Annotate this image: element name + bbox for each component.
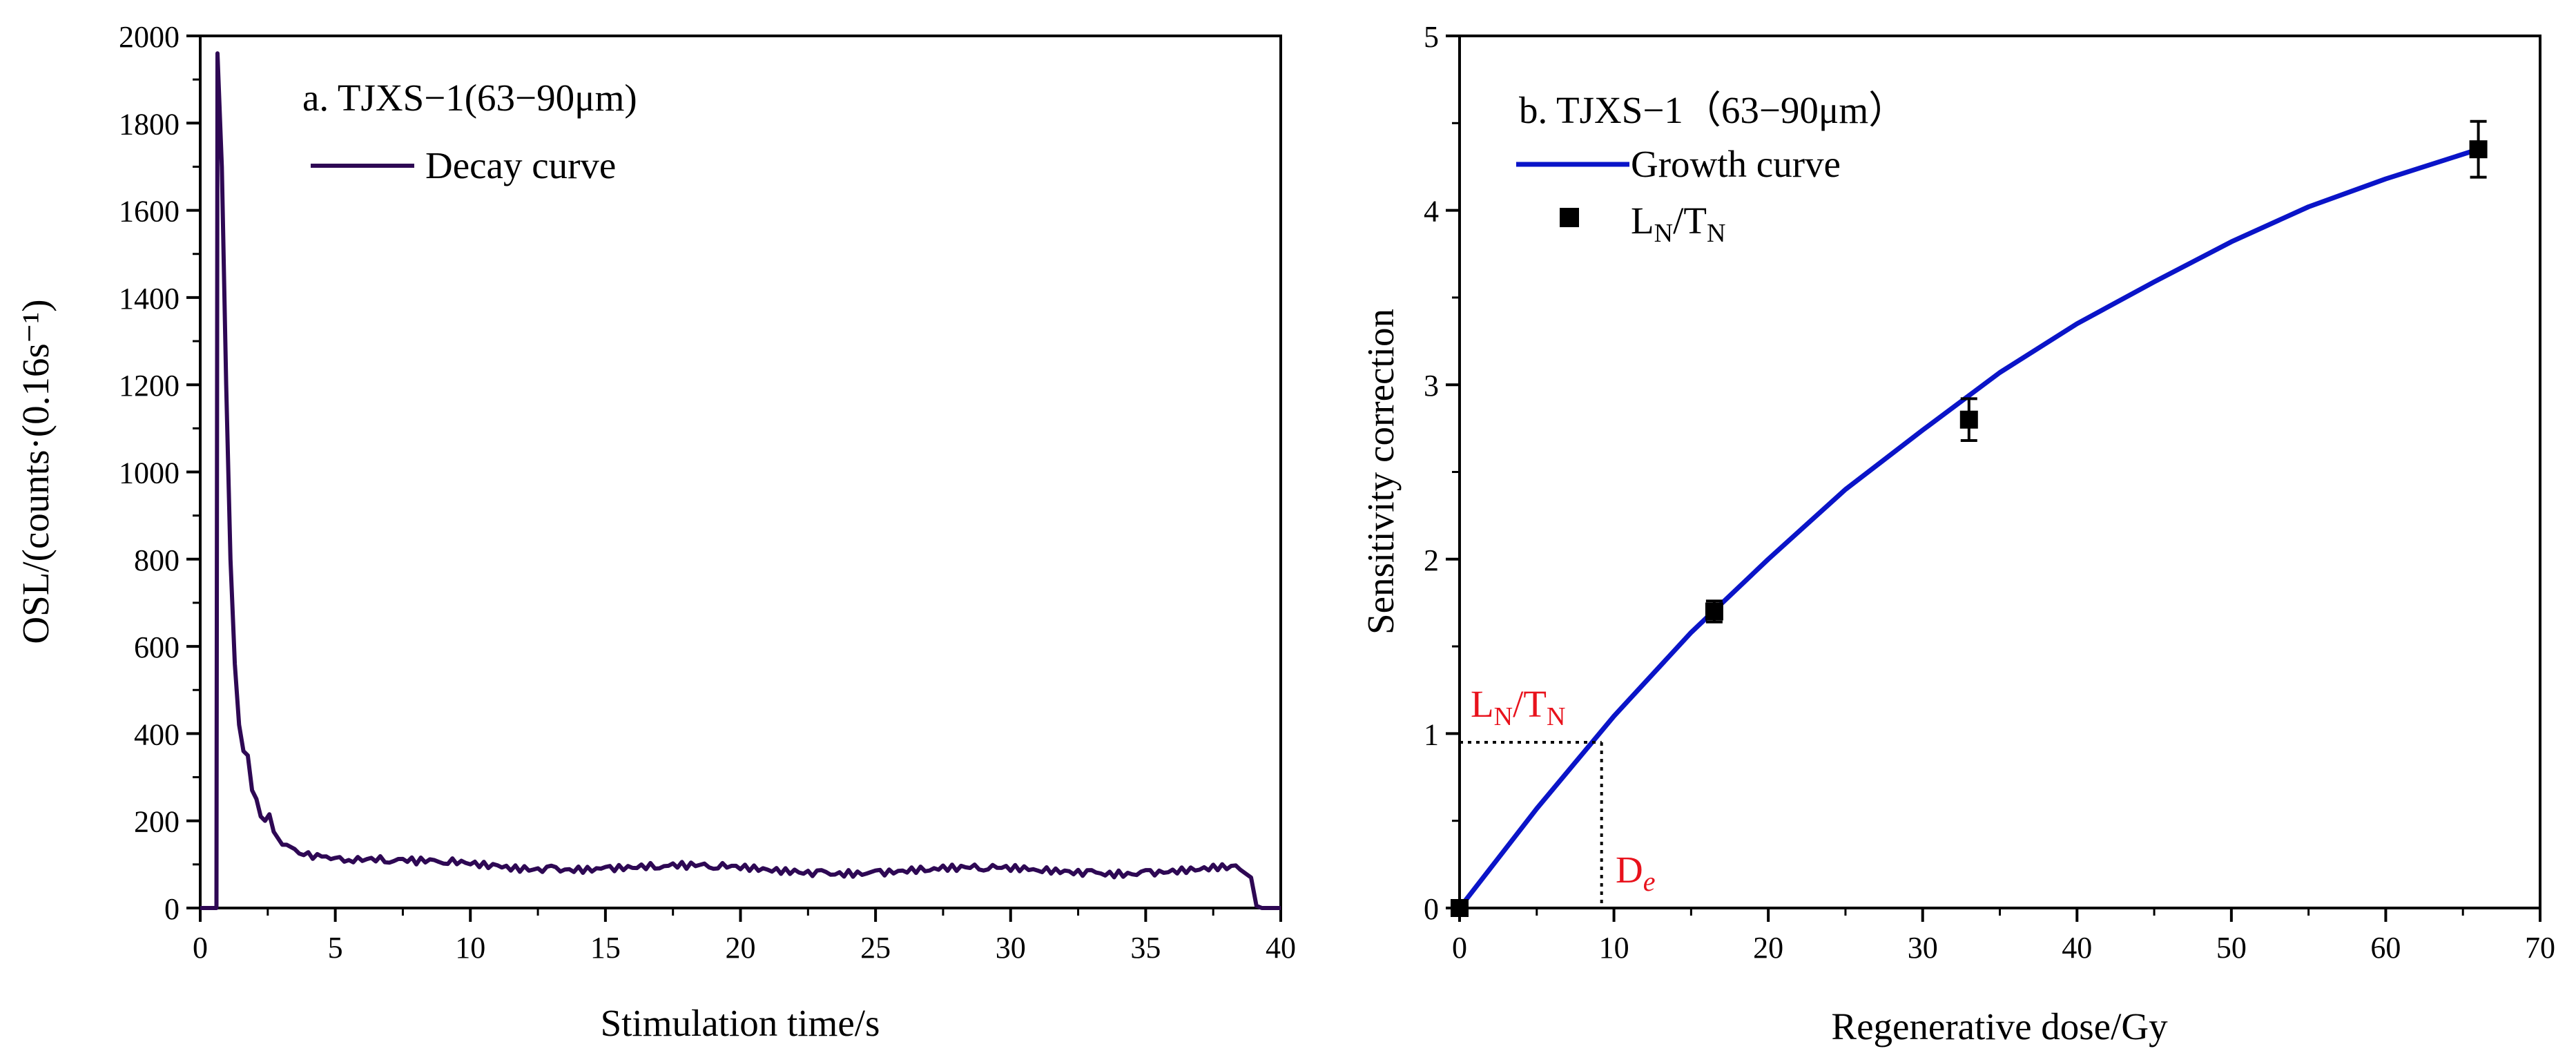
panel-a-x-tick-label: 0 [193, 931, 208, 965]
panel-b-y-axis-label: Sensitivity correction [1359, 309, 1402, 635]
panel-b-x-tick-label: 70 [2525, 931, 2555, 965]
panel-a-x-tick-label: 5 [328, 931, 343, 965]
ln-tn-annotation-sub1: N [1494, 702, 1513, 731]
panel-a-x-tick-label: 10 [455, 931, 485, 965]
growth-curve-line [1458, 146, 2479, 910]
panel-a-x-tick-label: 35 [1130, 931, 1161, 965]
panel-b-x-tick-label: 0 [1452, 931, 1467, 965]
panel-a-y-axis-label: OSL/(counts·(0.16s⁻¹) [14, 299, 57, 644]
ln-tn-legend-sub1: N [1654, 219, 1673, 248]
panel-a-title: a. TJXS−1(63−90μm) [302, 77, 637, 119]
panel-a-y-tick-label: 0 [164, 892, 180, 926]
de-annotation: De [1616, 849, 1656, 897]
panel-b-y-tick-label: 5 [1424, 20, 1439, 54]
ln-tn-annotation-sub2: N [1547, 702, 1565, 731]
panel-b-x-ticks: 0 10 20 30 40 50 60 70 [1452, 908, 2555, 965]
panel-a-x-axis-label: Stimulation time/s [601, 1002, 880, 1044]
panel-b-x-tick-label: 10 [1599, 931, 1629, 965]
panel-b-y-tick-label: 4 [1424, 195, 1439, 229]
panel-a-x-tick-label: 30 [996, 931, 1026, 965]
de-annotation-d: D [1616, 849, 1643, 891]
ln-tn-point [1451, 899, 1469, 917]
ln-tn-legend-label: LN/TN [1631, 200, 1725, 248]
panel-a-y-ticks: 0 200 400 600 800 1000 1200 1400 1600 1800 2000 [119, 20, 200, 926]
ln-tn-legend-marker [1560, 208, 1579, 227]
ln-tn-point [1705, 602, 1723, 621]
panel-b-x-tick-label: 30 [1908, 931, 1938, 965]
panel-a-x-tick-label: 40 [1266, 931, 1296, 965]
panel-b-x-axis-label: Regenerative dose/Gy [1831, 1005, 2168, 1047]
ln-tn-legend-sub2: N [1707, 219, 1725, 248]
panel-b-y-tick-label: 2 [1424, 543, 1439, 577]
panel-a-y-tick-label: 800 [134, 543, 180, 577]
panel-a-y-tick-label: 1400 [119, 282, 180, 316]
panel-b-y-tick-label: 3 [1424, 369, 1439, 403]
decay-curve-line [200, 51, 1281, 910]
panel-a-y-tick-label: 1600 [119, 195, 180, 229]
de-annotation-sub: e [1643, 866, 1656, 897]
panel-b-x-tick-label: 20 [1753, 931, 1783, 965]
panel-a-y-tick-label: 1200 [119, 369, 180, 403]
ln-tn-point [2469, 140, 2488, 159]
panel-a-x-tick-label: 15 [590, 931, 621, 965]
panel-b-y-tick-label: 1 [1424, 717, 1439, 751]
panel-a-y-tick-label: 400 [134, 717, 180, 751]
ln-tn-point [1959, 410, 1978, 429]
panel-a-x-ticks: 0 5 10 15 20 25 30 35 40 [193, 908, 1296, 965]
panel-a-x-tick-label: 25 [860, 931, 891, 965]
panel-b-x-tick-label: 60 [2370, 931, 2401, 965]
ln-tn-annotation: LN/TN [1471, 683, 1565, 731]
ln-tn-annotation-l: L [1471, 683, 1494, 725]
panel-a-chart: 0 5 10 15 20 25 30 35 40 0 200 400 600 800 1000 1200 14… [14, 20, 1296, 1044]
panel-a-y-tick-label: 2000 [119, 20, 180, 54]
ln-tn-points [1451, 119, 2488, 917]
panel-b-x-tick-label: 50 [2216, 931, 2247, 965]
panel-a-y-tick-label: 200 [134, 805, 180, 839]
panel-b-x-tick-label: 40 [2062, 931, 2092, 965]
panel-b-y-tick-label: 0 [1424, 892, 1439, 926]
panel-a-x-tick-label: 20 [726, 931, 756, 965]
panel-a-y-tick-label: 600 [134, 630, 180, 664]
panel-a-y-tick-label: 1000 [119, 456, 180, 490]
ln-tn-legend-t: /T [1673, 200, 1707, 242]
growth-curve-legend-label: Growth curve [1631, 143, 1841, 185]
ln-tn-annotation-t: /T [1513, 683, 1547, 725]
decay-curve-legend-label: Decay curve [425, 144, 616, 186]
panel-b-title: b. TJXS−1（63−90μm） [1519, 89, 1906, 131]
panel-a-y-tick-label: 1800 [119, 107, 180, 141]
ln-tn-legend-l: L [1631, 200, 1654, 242]
